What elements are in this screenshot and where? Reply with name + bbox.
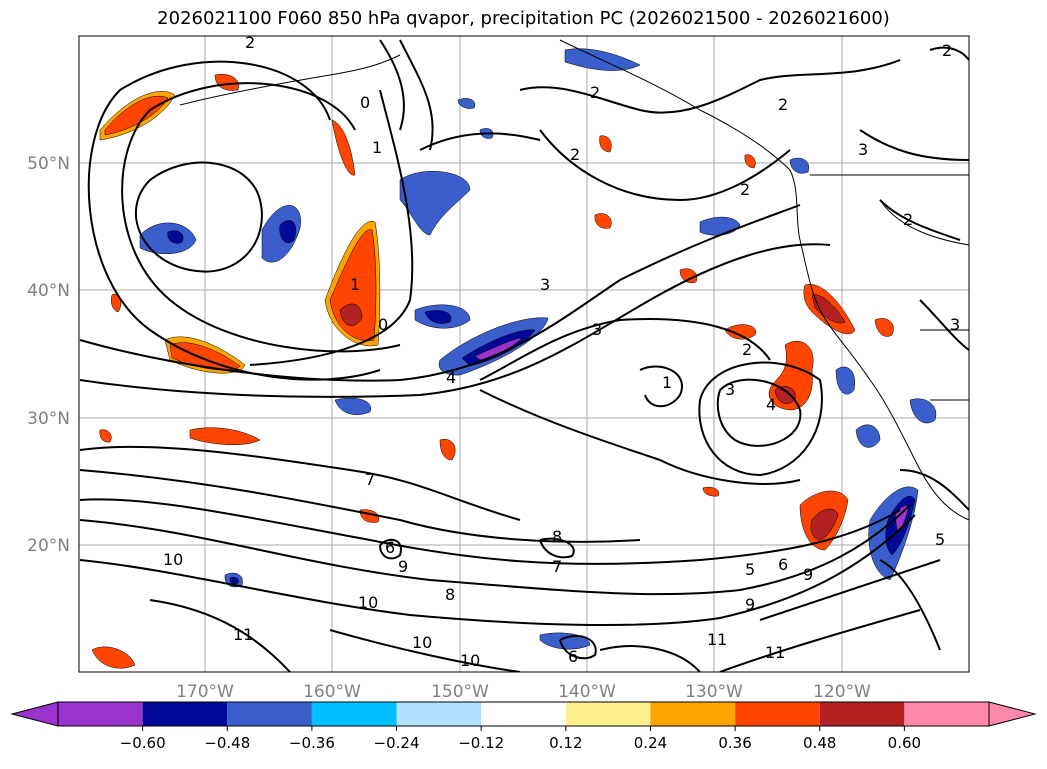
contour-label: 1 — [372, 138, 382, 157]
contour-label: 6 — [778, 555, 788, 574]
contour-label: 8 — [445, 585, 455, 604]
contour-label: 9 — [745, 595, 755, 614]
contour-label: 11 — [233, 625, 253, 644]
contour-label: 3 — [858, 140, 868, 159]
contour-label: 2 — [570, 145, 580, 164]
lon-label: 150°W — [431, 682, 489, 702]
contour-label: 2 — [942, 41, 952, 60]
contour-label: 6 — [568, 647, 578, 666]
contour-label: 11 — [707, 630, 727, 649]
lon-label: 120°W — [813, 682, 871, 702]
contour-label: 2 — [245, 33, 255, 52]
colorbar-tick-label: 0.12 — [549, 734, 582, 752]
contour-label: 10 — [412, 633, 432, 652]
contour-label: 4 — [766, 395, 776, 414]
longitude-labels: 170°W 160°W 150°W 140°W 130°W 120°W — [176, 682, 871, 702]
latitude-labels: 50°N 40°N 30°N 20°N — [27, 154, 70, 556]
colorbar-segment — [311, 702, 397, 726]
contour-label: 5 — [935, 530, 945, 549]
colorbar-segment — [650, 702, 736, 726]
contour-label: 3 — [540, 275, 550, 294]
colorbar-high-extend — [988, 701, 1037, 727]
contour-label: 10 — [358, 593, 378, 612]
positive-anomaly-regions — [91, 74, 894, 669]
contour-label: 0 — [378, 315, 388, 334]
map-content — [79, 36, 969, 672]
colorbar-tick-label: 0.48 — [803, 734, 836, 752]
colorbar-low-extend — [10, 701, 59, 727]
colorbar: −0.60 −0.48 −0.36 −0.24 −0.12 0.12 0.24 0.36 0.4… — [10, 701, 1037, 752]
contour-label: 1 — [662, 373, 672, 392]
contour-label: 4 — [446, 368, 456, 387]
contour-label: 2 — [740, 180, 750, 199]
contour-label: 8 — [552, 527, 562, 546]
contour-label: 5 — [745, 560, 755, 579]
contour-label: 3 — [725, 380, 735, 399]
contour-label: 0 — [360, 93, 370, 112]
colorbar-segment — [481, 702, 566, 726]
lon-label: 160°W — [303, 682, 361, 702]
map-border — [78, 35, 970, 673]
negative-anomaly-regions — [139, 48, 937, 650]
contour-label: 10 — [163, 550, 183, 569]
colorbar-segment — [565, 702, 651, 726]
contour-label: 2 — [590, 83, 600, 102]
colorbar-segment — [904, 702, 989, 726]
contour-label: 9 — [803, 565, 813, 584]
lon-label: 130°W — [685, 682, 743, 702]
contour-label: 9 — [398, 557, 408, 576]
colorbar-tick-label: −0.36 — [289, 734, 335, 752]
contour-label: 1 — [350, 275, 360, 294]
colorbar-segment — [58, 702, 143, 726]
colorbar-tick-label: −0.48 — [204, 734, 250, 752]
colorbar-segment — [396, 702, 482, 726]
lat-label: 20°N — [27, 536, 70, 556]
colorbar-tick-label: 0.36 — [718, 734, 751, 752]
colorbar-tick-label: 0.60 — [888, 734, 921, 752]
lon-label: 140°W — [558, 682, 616, 702]
colorbar-tick-label: −0.12 — [458, 734, 504, 752]
contour-label: 7 — [365, 470, 375, 489]
contour-label: 6 — [385, 538, 395, 557]
lat-label: 40°N — [27, 281, 70, 301]
contour-label: 7 — [552, 557, 562, 576]
colorbar-segment — [819, 702, 905, 726]
map-title: 2026021100 F060 850 hPa qvapor, precipit… — [157, 8, 890, 29]
contour-label: 10 — [460, 651, 480, 670]
lat-label: 50°N — [27, 154, 70, 174]
vapor-contours — [79, 39, 969, 672]
contour-label: 3 — [950, 315, 960, 334]
lon-label: 170°W — [176, 682, 234, 702]
coastlines — [179, 39, 969, 521]
contour-label: 11 — [765, 643, 785, 662]
colorbar-tick-label: −0.24 — [374, 734, 420, 752]
colorbar-segment — [227, 702, 312, 726]
lat-label: 30°N — [27, 409, 70, 429]
colorbar-segment — [735, 702, 820, 726]
contour-label: 2 — [778, 95, 788, 114]
contour-label: 3 — [592, 320, 602, 339]
colorbar-tick-label: 0.24 — [634, 734, 667, 752]
colorbar-segment — [142, 702, 228, 726]
colorbar-frame — [57, 701, 990, 727]
contour-label: 2 — [903, 210, 913, 229]
contour-label: 2 — [742, 340, 752, 359]
colorbar-tick-label: −0.60 — [120, 734, 166, 752]
